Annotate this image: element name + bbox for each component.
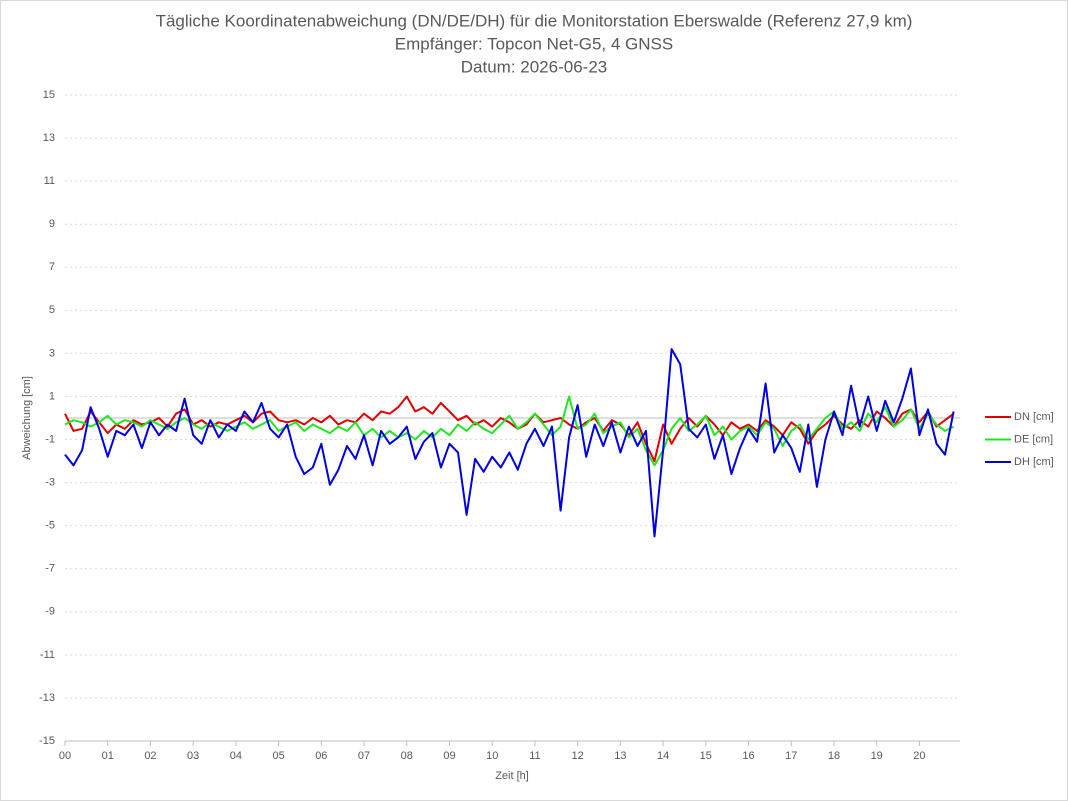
y-tick-label: 5 [49,304,55,316]
legend-label: DE [cm] [1014,433,1053,445]
data-line [64,348,955,538]
x-tick-label: 16 [742,750,754,762]
x-tick-label: 03 [187,750,199,762]
y-tick-label: -11 [40,649,55,661]
y-tick-label: 1 [49,390,55,402]
y-tick-label: -15 [39,735,55,747]
y-tick-label: 15 [43,89,55,101]
x-tick-label: 17 [785,750,797,762]
x-tick-label: 05 [272,750,284,762]
chart-subtitle: Datum: 2026-06-23 [461,57,607,76]
chart-subtitle: Empfänger: Topcon Net-G5, 4 GNSS [395,34,673,53]
y-tick-label: -5 [45,520,55,532]
y-axis-label: Abweichung [cm] [21,376,33,460]
y-tick-label: -3 [45,477,55,489]
y-tick-label: 11 [44,175,55,187]
y-tick-label: 13 [43,132,55,144]
x-tick-label: 14 [657,750,669,762]
x-tick-label: 10 [486,750,498,762]
x-tick-label: 02 [144,750,156,762]
x-tick-label: 15 [700,750,712,762]
legend-label: DH [cm] [1014,456,1054,468]
x-tick-label: 07 [358,750,370,762]
x-tick-label: 11 [529,750,540,762]
y-tick-label: -9 [45,606,55,618]
x-tick-label: 13 [614,750,626,762]
y-tick-label: 9 [49,218,55,230]
y-tick-label: -7 [45,563,55,575]
x-tick-label: 18 [828,750,840,762]
x-tick-label: 06 [315,750,327,762]
x-tick-label: 08 [401,750,413,762]
x-tick-label: 20 [913,750,925,762]
x-tick-label: 09 [443,750,455,762]
x-axis-label: Zeit [h] [495,770,529,782]
x-tick-label: 00 [59,750,71,762]
y-tick-label: 3 [49,347,55,359]
y-tick-label: 7 [49,261,55,273]
x-tick-label: 04 [230,750,242,762]
x-tick-label: 19 [871,750,883,762]
chart-title: Tägliche Koordinatenabweichung (DN/DE/DH… [156,11,913,30]
x-tick-label: 12 [572,750,584,762]
legend-label: DN [cm] [1014,411,1054,423]
y-tick-label: -13 [39,692,55,704]
x-tick-label: 01 [102,750,114,762]
y-tick-label: -1 [45,433,55,445]
